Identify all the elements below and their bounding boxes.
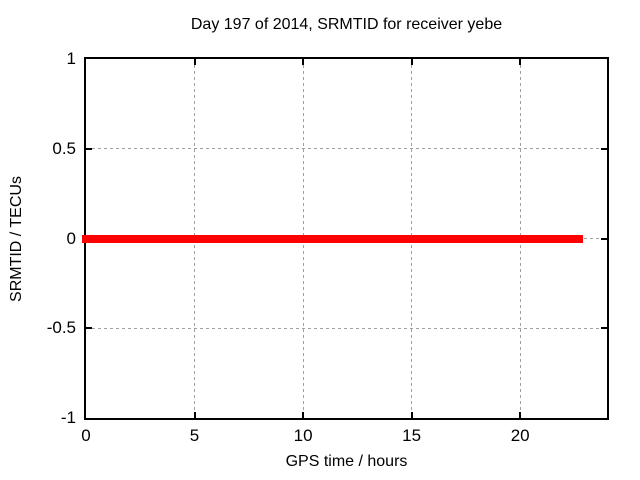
x-tick-bottom — [410, 412, 413, 418]
x-tick-bottom — [193, 412, 196, 418]
y-gridline — [86, 148, 607, 150]
x-tick-label: 0 — [81, 426, 91, 445]
y-tick-label: -1 — [60, 408, 76, 427]
y-tick-right — [601, 327, 607, 330]
y-tick-right — [601, 237, 607, 240]
y-tick-right — [601, 147, 607, 150]
x-tick-top — [519, 59, 522, 65]
y-tick-label: 1 — [66, 49, 76, 68]
chart-title: Day 197 of 2014, SRMTID for receiver yeb… — [190, 16, 503, 33]
plot-area — [82, 57, 609, 420]
y-tick-label: -0.5 — [46, 318, 76, 338]
x-tick-top — [193, 59, 196, 65]
x-tick-bottom — [519, 412, 522, 418]
x-tick-bottom — [302, 412, 305, 418]
y-gridline — [86, 327, 607, 329]
y-tick-left — [86, 147, 92, 150]
y-tick-label: 0 — [66, 228, 76, 248]
x-tick-label: 15 — [402, 426, 422, 445]
y-tick-left — [86, 327, 92, 330]
series-line-srmtid — [82, 234, 584, 243]
x-tick-top — [302, 59, 305, 65]
x-tick-label: 5 — [189, 426, 200, 445]
x-axis-label: GPS time / hours — [285, 453, 408, 470]
y-tick-label: 0.5 — [52, 138, 76, 158]
x-tick-top — [410, 59, 413, 65]
x-tick-label: 20 — [510, 426, 530, 445]
x-tick-label: 10 — [293, 426, 313, 445]
